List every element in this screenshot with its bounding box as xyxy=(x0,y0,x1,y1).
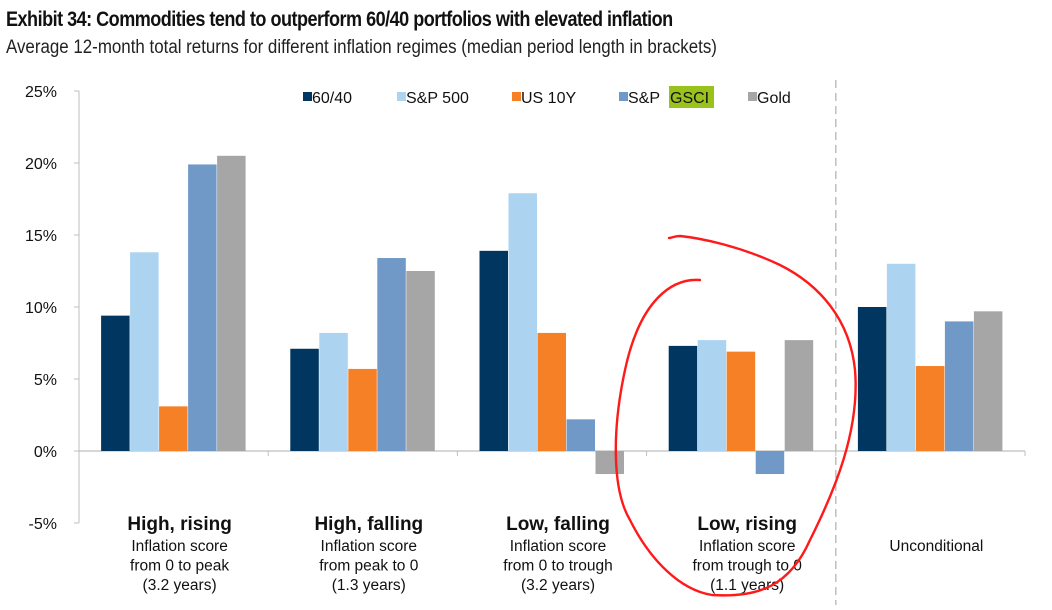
bar-gold xyxy=(406,271,435,451)
bar-us-10y xyxy=(348,368,377,451)
category-subtitle: (1.3 years) xyxy=(332,577,406,594)
y-tick-label: 15% xyxy=(25,228,57,245)
bar-s-p-500 xyxy=(130,252,159,451)
bar-us-10y xyxy=(915,366,945,451)
annotation xyxy=(614,234,857,597)
legend-label: S&P 500 xyxy=(406,90,469,107)
hand-drawn-circle xyxy=(614,234,857,597)
category-subtitle: Inflation score xyxy=(131,538,228,555)
bar-60-40 xyxy=(479,250,508,451)
chart-title: Exhibit 34: Commodities tend to outperfo… xyxy=(6,8,673,31)
bar-60-40 xyxy=(668,345,698,451)
legend-label: Gold xyxy=(757,90,791,107)
category-subtitle: from peak to 0 xyxy=(319,558,418,575)
bar-us-10y xyxy=(726,351,756,451)
category-title: Low, rising xyxy=(697,514,797,535)
category-subtitle: from trough to 0 xyxy=(692,558,802,575)
bar-gold xyxy=(784,340,814,451)
bar-s-p-gsci xyxy=(755,451,785,475)
legend-highlight xyxy=(669,86,714,108)
legend-swatch xyxy=(512,92,521,101)
bar-gold xyxy=(973,311,1003,451)
legend-label: S&P xyxy=(628,90,660,107)
category-subtitle: Inflation score xyxy=(321,538,418,555)
y-tick-label: 0% xyxy=(34,444,57,461)
legend-swatch xyxy=(397,92,406,101)
category-title: Low, falling xyxy=(506,514,610,535)
bar-gold xyxy=(217,155,246,452)
legend: 60/40 S&P 500 US 10Y S&P GSCI Gold xyxy=(303,86,791,108)
bar-s-p-gsci xyxy=(944,321,974,451)
category-subtitle: from 0 to peak xyxy=(130,558,229,575)
legend-label: 60/40 xyxy=(312,90,352,107)
bar-us-10y xyxy=(537,332,566,451)
bar-s-p-gsci xyxy=(566,419,595,451)
bar-s-p-500 xyxy=(508,193,537,452)
bar-s-p-500 xyxy=(319,332,348,451)
category-subtitle: (1.1 years) xyxy=(710,577,784,594)
y-tick-label: 10% xyxy=(25,300,57,317)
bar-s-p-gsci xyxy=(188,164,217,451)
bar-s-p-500 xyxy=(886,263,916,451)
category-subtitle: Unconditional xyxy=(889,538,983,555)
chart-subtitle: Average 12-month total returns for diffe… xyxy=(6,37,717,58)
y-tick-label: 20% xyxy=(25,156,57,173)
bar-us-10y xyxy=(159,406,188,451)
category-title: High, rising xyxy=(127,514,232,535)
bar-60-40 xyxy=(857,307,887,451)
category-subtitle: from 0 to trough xyxy=(503,558,612,575)
category-subtitle: (3.2 years) xyxy=(521,577,595,594)
category-subtitle: (3.2 years) xyxy=(143,577,217,594)
bar-s-p-500 xyxy=(697,340,727,451)
category-subtitle: Inflation score xyxy=(699,538,796,555)
bar-s-p-gsci xyxy=(377,258,406,451)
legend-label: US 10Y xyxy=(521,90,576,107)
legend-label-highlighted: GSCI xyxy=(670,90,709,107)
legend-swatch xyxy=(748,92,757,101)
x-axis-labels: High, rising Inflation score from 0 to pea… xyxy=(127,514,983,594)
legend-swatch xyxy=(619,92,628,101)
y-tick-label: 5% xyxy=(34,372,57,389)
bar-60-40 xyxy=(290,348,319,451)
category-title: High, falling xyxy=(314,514,423,535)
bar-gold xyxy=(595,451,624,475)
bars xyxy=(101,155,1003,475)
y-tick-label: -5% xyxy=(29,516,57,533)
category-subtitle: Inflation score xyxy=(510,538,607,555)
legend-swatch xyxy=(303,92,312,101)
y-tick-label: 25% xyxy=(25,84,57,101)
bar-60-40 xyxy=(101,315,130,451)
